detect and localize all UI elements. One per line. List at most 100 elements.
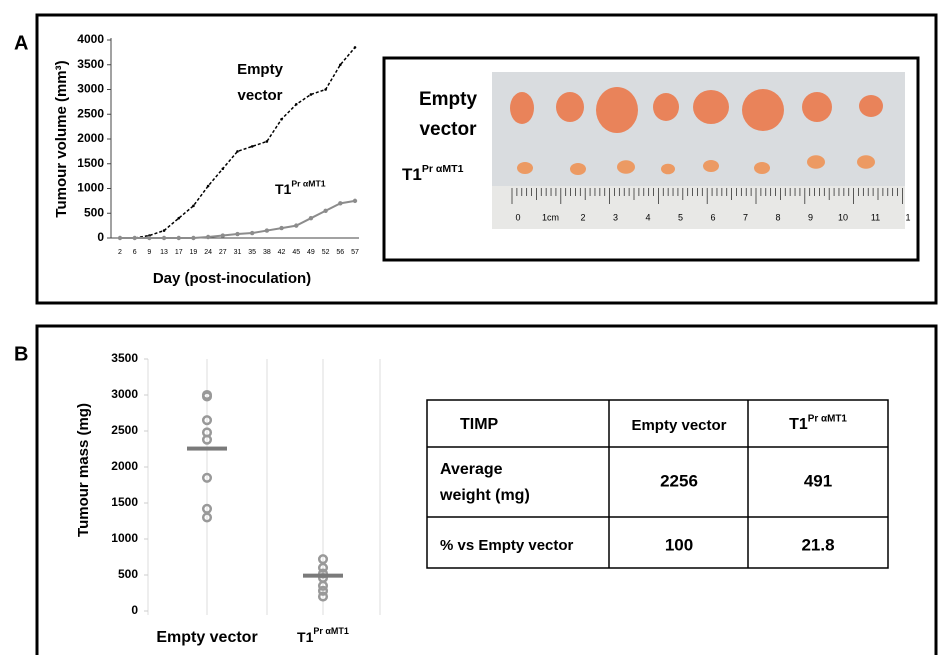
photo-label: T1Pr αMT1 [402,163,464,185]
annotation: Empty [237,61,284,78]
ruler-label: 9 [808,212,813,222]
tumour [807,155,825,169]
x-tick-label: 27 [219,249,227,256]
photo-label: vector [419,119,477,140]
y-tick-label: 3000 [77,82,104,96]
ruler-label: 2 [580,212,585,222]
table-cell: 21.8 [801,535,834,554]
series-point [132,236,136,240]
y-tick-label: 1000 [77,181,104,195]
x-tick-label: 57 [351,249,359,256]
tumour [661,164,675,175]
y-tick-label: 500 [84,205,104,219]
series-point [279,226,283,230]
table-cell: 100 [665,535,693,554]
tumour [693,90,729,124]
x-tick-label: 13 [160,249,168,256]
table-header: TIMP [460,416,499,433]
x-tick-label: 35 [248,249,256,256]
y-axis-title: Tumour volume (mm³) [53,60,70,217]
y-tick-label: 1000 [111,531,138,545]
ruler-label: 4 [645,212,650,222]
x-tick-label: 9 [147,249,151,256]
series-point [177,236,181,240]
x-tick-label: 42 [278,249,286,256]
y-axis-title: Tumour mass (mg) [75,403,92,537]
table-cell: weight (mg) [439,487,530,504]
ruler-label: 1 [905,212,910,222]
x-tick-label: 2 [118,249,122,256]
x-tick-label-base: T1 [297,629,314,645]
ruler-label: 7 [743,212,748,222]
series-point [280,118,283,121]
y-tick-label: 2500 [77,106,104,120]
y-tick-label: 1500 [111,495,138,509]
series-point [206,235,210,239]
series-point [310,93,313,96]
x-tick-label: 52 [322,249,330,256]
tumour [556,92,584,122]
x-tick-label: T1Pr αMT1 [297,626,349,644]
series-point [236,150,239,153]
x-tick-label-base: Empty vector [156,629,257,646]
x-tick-label: 38 [263,249,271,256]
series-point [266,140,269,143]
photo-label-base: T1 [402,165,422,184]
annotation: vector [237,87,282,104]
series-point [162,236,166,240]
photo-label: Empty [419,89,478,110]
table-cell: % vs Empty vector [440,537,574,554]
y-tick-label: 2000 [111,459,138,473]
y-tick-label: 3000 [111,387,138,401]
ruler-label: 0 [515,212,520,222]
ruler-label: 6 [710,212,715,222]
x-tick-label: 19 [190,249,198,256]
photo-label-superscript: Pr αMT1 [422,163,464,175]
ruler-label: 3 [613,212,618,222]
series-point [324,88,327,91]
tumour [857,155,875,169]
series-point [339,63,342,66]
tumour [617,160,635,174]
y-tick-label: 500 [118,567,138,581]
series-point [309,216,313,220]
y-tick-label: 0 [131,603,138,617]
series-point [354,46,357,49]
x-tick-label: 6 [133,249,137,256]
x-tick-label: 24 [204,249,212,256]
y-tick-label: 3500 [111,351,138,365]
ruler [492,186,905,229]
figure: A B 050010001500200025003000350040002691… [0,0,945,656]
y-tick-label: 2500 [111,423,138,437]
annotation-superscript: Pr αMT1 [291,179,325,189]
y-tick-label: 3500 [77,57,104,71]
x-axis-title: Day (post-inoculation) [153,270,311,287]
ruler-label: 10 [838,212,848,222]
y-tick-label: 4000 [77,32,104,46]
series-point [251,145,254,148]
series-point [294,223,298,227]
table-cell: 491 [804,471,832,490]
tumour [653,93,679,121]
ruler-label: 1cm [542,212,559,222]
series-point [147,236,151,240]
tumour [570,163,586,175]
y-tick-label: 0 [97,230,104,244]
series-point [163,229,166,232]
mean-bar [303,574,343,578]
table-header-superscript: Pr αMT1 [808,413,848,424]
x-tick-label: 31 [234,249,242,256]
y-tick-label: 1500 [77,156,104,170]
tumour [859,95,883,117]
series-point [207,185,210,188]
annotation-base: T1 [275,181,292,197]
tumour [596,87,638,133]
series-point [265,228,269,232]
table-header: Empty vector [631,417,726,434]
tumour [517,162,533,174]
series-point [323,209,327,213]
x-tick-label: 56 [336,249,344,256]
series-point [295,103,298,106]
series-point [118,236,122,240]
tumour [510,92,534,124]
